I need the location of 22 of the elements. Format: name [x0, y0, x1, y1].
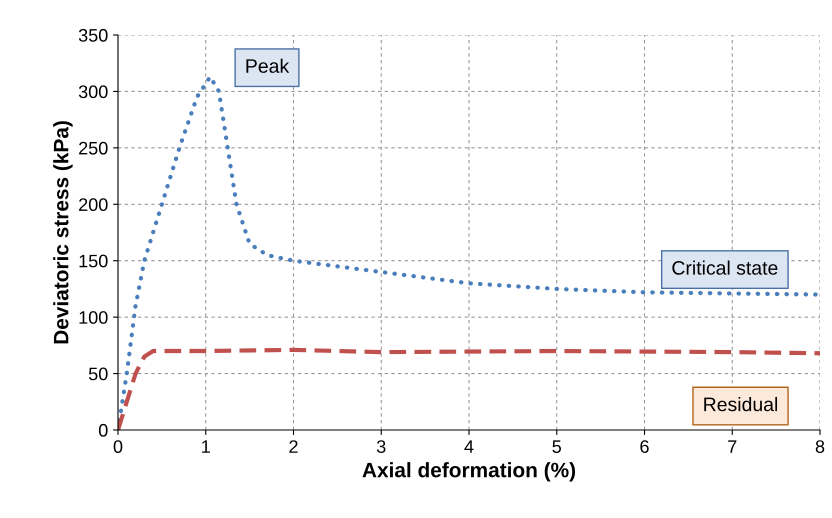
y-tick-label: 50: [88, 368, 108, 380]
x-tick-label: 7: [728, 440, 736, 453]
y-tick-label: 100: [80, 311, 108, 324]
y-tick-label: 150: [80, 254, 108, 268]
y-tick-label: 0: [98, 424, 108, 437]
x-tick-label: 5: [552, 440, 562, 453]
x-tick-label: 3: [376, 440, 386, 453]
y-tick-label: 250: [79, 142, 108, 155]
x-axis-title: Axial deformation (%): [362, 462, 576, 482]
y-tick-label: 300: [78, 85, 108, 98]
x-tick-label: 2: [289, 440, 298, 453]
y-axis-title: Deviatoric stress (kPa): [53, 121, 73, 344]
x-tick-label: 4: [464, 440, 474, 453]
x-tick-label: 0: [114, 440, 122, 453]
annotation: Peak: [246, 58, 290, 73]
y-tick-label: 350: [78, 28, 108, 42]
x-tick-label: 1: [202, 440, 210, 453]
x-tick-label: 8: [816, 440, 824, 453]
y-tick-label: 200: [79, 198, 108, 212]
x-tick-label: 6: [640, 440, 649, 453]
text: Residual: [704, 396, 778, 412]
series-label: Critical state: [672, 260, 778, 275]
